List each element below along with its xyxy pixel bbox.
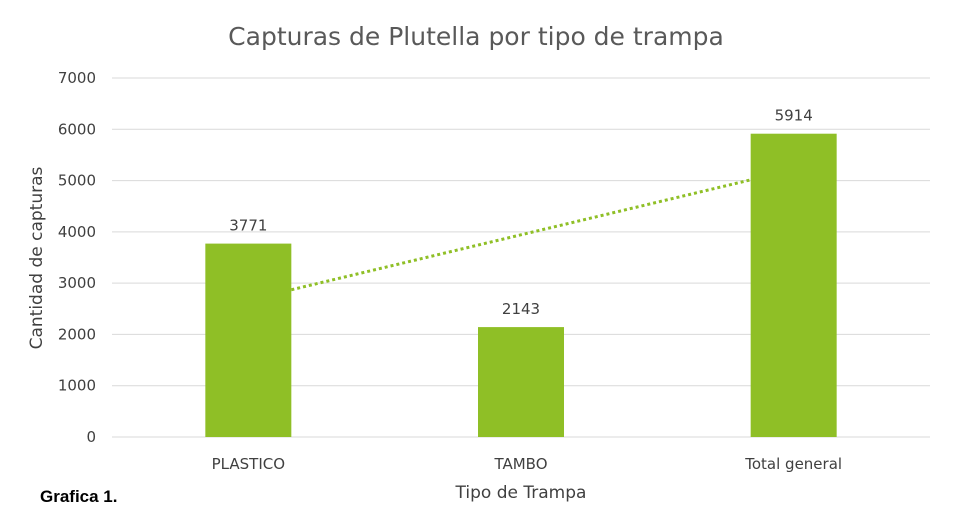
x-tick-label: PLASTICO [212,455,285,473]
y-tick-label: 0 [86,428,96,446]
chart-title: Capturas de Plutella por tipo de trampa [228,22,724,51]
bars [205,133,837,437]
bar [205,243,292,437]
y-axis-ticks: 0 1000 2000 3000 4000 5000 6000 7000 [58,69,96,446]
x-tick-label: Total general [744,455,842,473]
x-axis-title: Tipo de Trampa [455,483,587,503]
y-tick-label: 2000 [58,325,96,343]
data-label: 5914 [775,107,813,125]
x-axis-ticks: PLASTICO TAMBO Total general [212,455,842,473]
y-tick-label: 5000 [58,172,96,190]
y-axis-title: Cantidad de capturas [27,166,47,349]
y-tick-label: 6000 [58,120,96,138]
bar [750,133,837,437]
figure-caption: Grafica 1. [40,487,118,506]
data-label: 3771 [229,217,267,235]
y-tick-label: 4000 [58,223,96,241]
y-tick-label: 3000 [58,274,96,292]
y-tick-label: 7000 [58,69,96,87]
data-label: 2143 [502,300,540,318]
trendline-group [290,178,752,292]
x-tick-label: TAMBO [493,455,547,473]
bar [478,327,564,437]
data-labels: 3771 2143 5914 [229,107,813,318]
trendline [290,178,752,292]
y-tick-label: 1000 [58,377,96,395]
